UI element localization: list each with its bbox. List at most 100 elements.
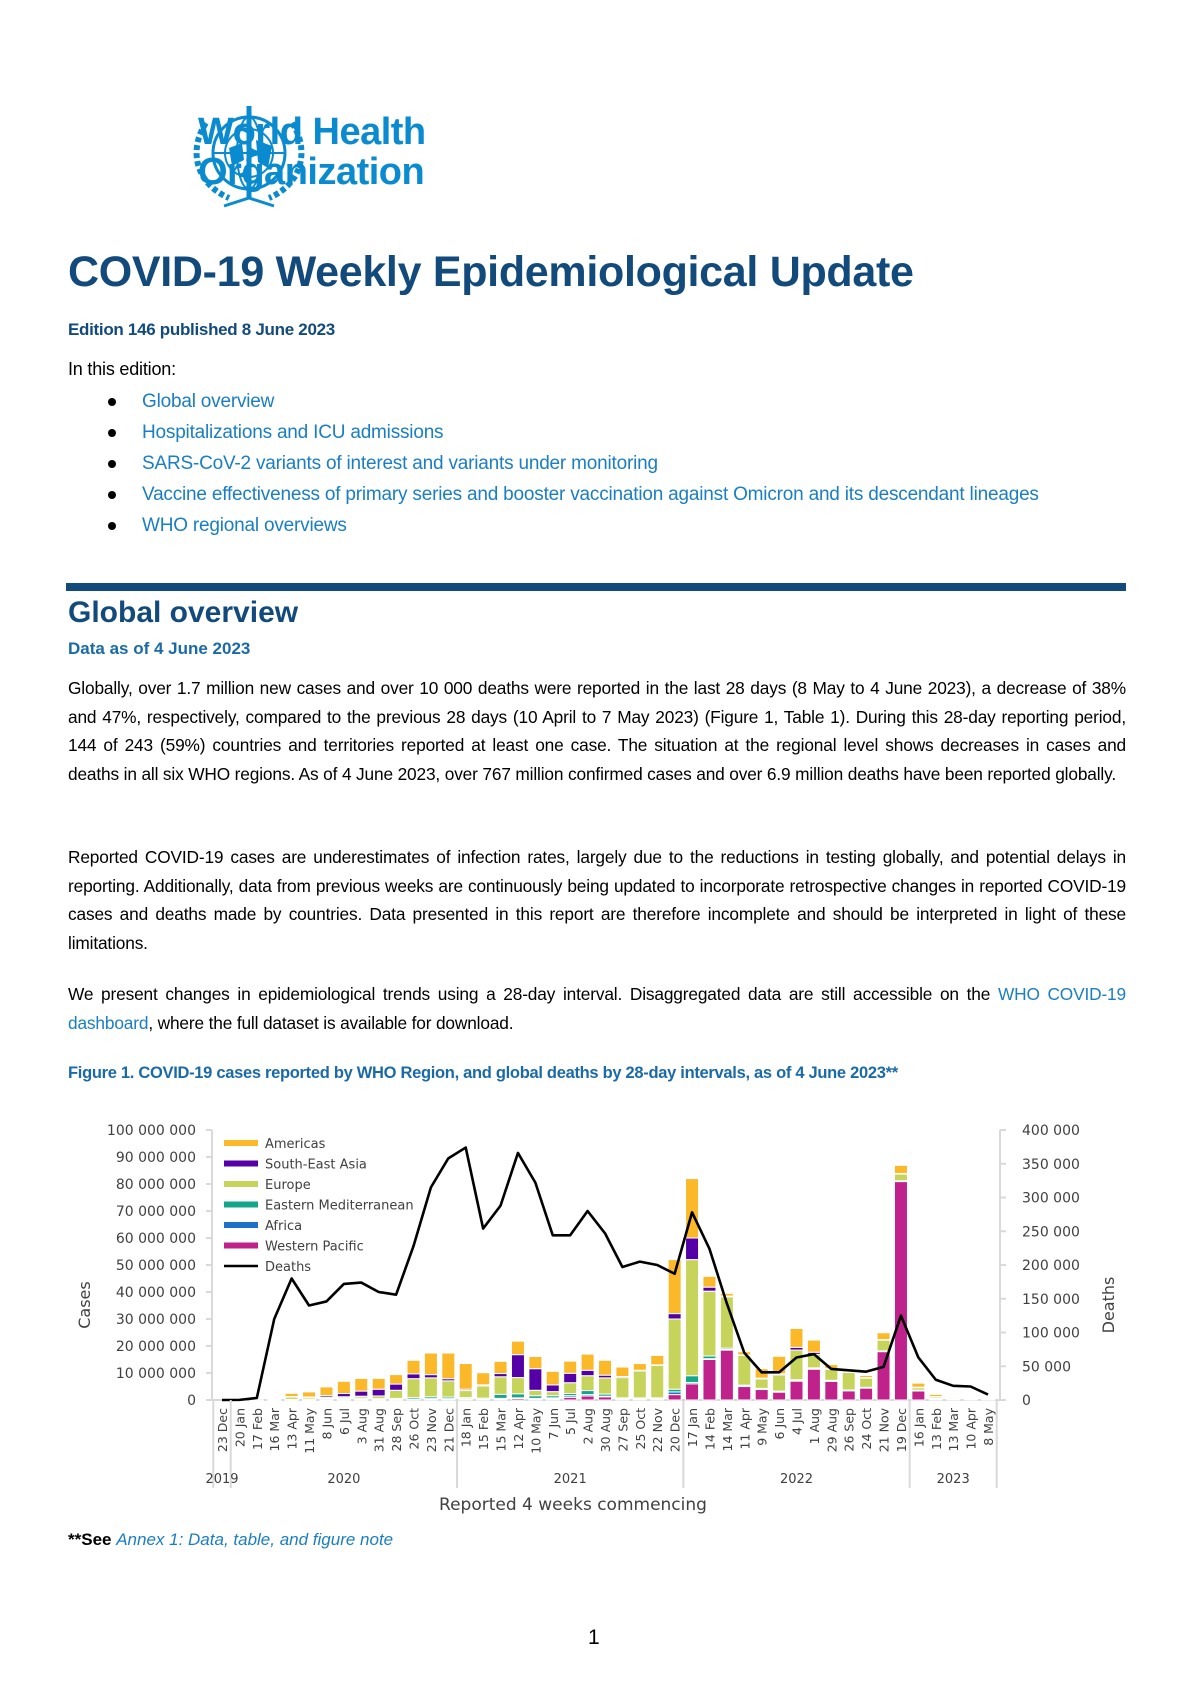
x-tick-label: 8 Jun bbox=[319, 1408, 334, 1439]
y2-tick-label: 300 000 bbox=[1022, 1191, 1080, 1207]
toc-link-vaccine-effectiveness[interactable]: Vaccine effectiveness of primary series … bbox=[106, 479, 1106, 510]
x-tick-label: 20 Jan bbox=[232, 1408, 247, 1447]
x-tick-label: 22 Nov bbox=[650, 1407, 665, 1452]
legend-swatch-europe bbox=[224, 1181, 258, 1187]
bar-south-east-asia bbox=[510, 1354, 525, 1379]
bar-americas bbox=[354, 1377, 369, 1392]
bar-western-pacific bbox=[685, 1383, 700, 1401]
bar-americas bbox=[667, 1259, 682, 1315]
bar-americas bbox=[406, 1359, 421, 1375]
bar-americas bbox=[876, 1332, 891, 1341]
bar-europe bbox=[441, 1380, 456, 1398]
x-tick-label: 11 May bbox=[302, 1407, 317, 1453]
x-tick-label: 23 Nov bbox=[424, 1407, 439, 1452]
legend-swatch-americas bbox=[224, 1140, 258, 1146]
legend-swatch-eastern-mediterranean bbox=[224, 1201, 258, 1208]
bar-south-east-asia bbox=[702, 1286, 717, 1292]
bar-americas bbox=[893, 1164, 908, 1174]
bar-western-pacific bbox=[911, 1390, 926, 1401]
bar-europe bbox=[859, 1377, 874, 1388]
toc-link-hospitalizations[interactable]: Hospitalizations and ICU admissions bbox=[106, 417, 1106, 448]
bar-south-east-asia bbox=[371, 1388, 386, 1397]
bar-americas bbox=[632, 1363, 647, 1371]
data-date: Data as of 4 June 2023 bbox=[68, 639, 251, 658]
x-tick-label: 6 Jul bbox=[337, 1408, 352, 1435]
bar-europe bbox=[598, 1377, 612, 1395]
year-label: 2023 bbox=[937, 1472, 970, 1487]
x-tick-label: 3 Aug bbox=[354, 1408, 369, 1444]
bar-europe bbox=[789, 1349, 804, 1381]
paragraph-summary: Globally, over 1.7 million new cases and… bbox=[68, 678, 1126, 784]
legend-label: Deaths bbox=[265, 1260, 311, 1275]
edition-info: Edition 146 published 8 June 2023 bbox=[68, 320, 335, 339]
x-tick-label: 12 Apr bbox=[511, 1407, 526, 1449]
bar-south-east-asia bbox=[528, 1368, 543, 1391]
bar-europe bbox=[423, 1377, 438, 1398]
legend-label: Africa bbox=[265, 1219, 302, 1234]
paragraph-limitations: Reported COVID-19 cases are underestimat… bbox=[68, 847, 1126, 953]
bar-western-pacific bbox=[754, 1388, 769, 1401]
y-tick-label: 30 000 000 bbox=[116, 1312, 196, 1328]
x-tick-label: 13 Feb bbox=[929, 1408, 944, 1450]
x-tick-label: 19 Dec bbox=[894, 1408, 909, 1452]
bar-western-pacific bbox=[719, 1349, 734, 1401]
bar-europe bbox=[580, 1375, 595, 1392]
x-tick-label: 15 Mar bbox=[494, 1407, 509, 1451]
bar-europe bbox=[458, 1390, 473, 1399]
y2-tick-label: 100 000 bbox=[1022, 1326, 1080, 1342]
x-tick-label: 2 Aug bbox=[581, 1408, 596, 1444]
who-logo-emblem bbox=[193, 106, 305, 208]
bar-eastern-mediterranean bbox=[510, 1393, 525, 1399]
figure-caption: Figure 1. COVID-19 cases reported by WHO… bbox=[68, 1064, 898, 1082]
table-of-contents: Global overview Hospitalizations and ICU… bbox=[106, 386, 1106, 541]
x-tick-label: 26 Oct bbox=[407, 1408, 422, 1450]
bar-americas bbox=[336, 1380, 351, 1395]
x-tick-label: 27 Sep bbox=[615, 1408, 630, 1452]
y-tick-label: 90 000 000 bbox=[116, 1150, 196, 1166]
bar-europe bbox=[528, 1389, 543, 1397]
bar-south-east-asia bbox=[545, 1384, 560, 1393]
y2-tick-label: 250 000 bbox=[1022, 1224, 1080, 1240]
bar-americas bbox=[476, 1372, 491, 1386]
bar-americas bbox=[284, 1392, 299, 1398]
bar-americas bbox=[510, 1340, 525, 1356]
x-tick-label: 15 Feb bbox=[476, 1408, 491, 1450]
toc-heading: In this edition: bbox=[68, 359, 176, 379]
bar-eastern-mediterranean bbox=[493, 1393, 508, 1399]
bar-americas bbox=[981, 1397, 995, 1400]
logo-line-2: Organization bbox=[198, 151, 425, 193]
y-tick-label: 20 000 000 bbox=[116, 1339, 196, 1355]
annex-link[interactable]: Annex 1: Data, table, and figure note bbox=[116, 1530, 394, 1549]
bar-americas bbox=[563, 1360, 578, 1374]
bar-europe bbox=[893, 1173, 908, 1182]
bar-europe bbox=[702, 1290, 717, 1357]
y2-tick-label: 400 000 bbox=[1022, 1123, 1080, 1139]
y-tick-label: 50 000 000 bbox=[116, 1258, 196, 1274]
bar-europe bbox=[389, 1389, 404, 1399]
bar-south-east-asia bbox=[580, 1369, 595, 1377]
y-tick-label: 100 000 000 bbox=[107, 1123, 196, 1139]
x-tick-label: 17 Feb bbox=[250, 1408, 265, 1450]
x-tick-label: 21 Dec bbox=[441, 1408, 456, 1452]
x-tick-label: 26 Sep bbox=[842, 1408, 857, 1452]
y-tick-label: 40 000 000 bbox=[116, 1285, 196, 1301]
bar-europe bbox=[510, 1377, 525, 1395]
x-tick-label: 10 Apr bbox=[964, 1407, 979, 1449]
bar-europe bbox=[493, 1376, 508, 1395]
bar-south-east-asia bbox=[685, 1237, 700, 1261]
dashboard-link[interactable]: WHO COVID-19 dashboard bbox=[68, 984, 1126, 1033]
bar-europe bbox=[563, 1382, 578, 1395]
legend-label: South-East Asia bbox=[265, 1158, 367, 1173]
y-tick-label: 60 000 000 bbox=[116, 1231, 196, 1247]
toc-link-regional-overviews[interactable]: WHO regional overviews bbox=[106, 510, 1106, 541]
bar-western-pacific bbox=[806, 1368, 821, 1401]
x-tick-label: 16 Mar bbox=[267, 1407, 282, 1451]
x-tick-label: 20 Dec bbox=[668, 1408, 683, 1452]
bar-europe bbox=[754, 1378, 769, 1389]
toc-link-variants[interactable]: SARS-CoV-2 variants of interest and vari… bbox=[106, 448, 1106, 479]
bar-western-pacific bbox=[772, 1391, 787, 1401]
y2-tick-label: 350 000 bbox=[1022, 1157, 1080, 1173]
bar-western-pacific bbox=[859, 1387, 874, 1401]
toc-link-global-overview[interactable]: Global overview bbox=[106, 386, 1106, 417]
x-tick-label: 11 Apr bbox=[737, 1407, 752, 1449]
